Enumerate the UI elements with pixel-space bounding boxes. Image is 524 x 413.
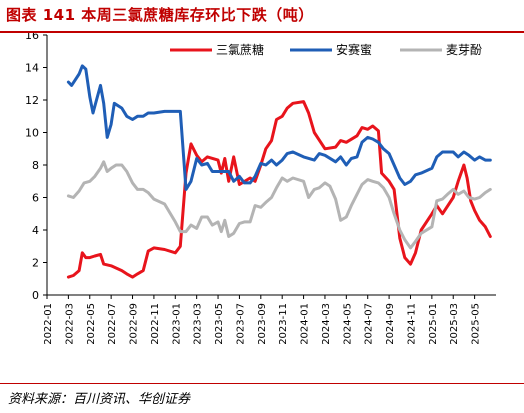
legend-label-3: 麦芽酚 [446, 43, 482, 57]
x-tick-label: 2024-09 [385, 303, 396, 345]
y-tick-label: 0 [32, 289, 39, 302]
series-line-1 [66, 100, 492, 279]
x-tick-label: 2022-03 [64, 303, 75, 345]
series-group [66, 64, 492, 279]
y-tick-label: 16 [25, 33, 39, 42]
series-line-3 [66, 160, 492, 250]
source-note: 资料来源：百川资讯、华创证券 [8, 392, 191, 407]
legend-label-1: 三氯蔗糖 [216, 42, 264, 57]
x-tick-label: 2024-11 [406, 303, 417, 345]
x-tick-label: 2023-09 [257, 303, 268, 345]
chart-title: 图表 141 本周三氯蔗糖库存环比下跌（吨） [6, 6, 314, 24]
y-tick-label: 14 [25, 62, 39, 75]
title-rule [0, 31, 524, 33]
y-tick-label: 4 [32, 224, 39, 237]
source-rule [0, 383, 524, 384]
axes: 0 2 4 6 8 10 12 14 16 2022-01 2022-03 2022-05 2022-0… [25, 33, 496, 345]
x-tick-label: 2022-05 [86, 303, 97, 345]
x-tick-label: 2025-05 [471, 303, 482, 345]
x-tick-label: 2023-07 [235, 303, 246, 345]
y-tick-label: 6 [32, 192, 39, 205]
x-tick-label: 2023-11 [278, 303, 289, 345]
legend-label-2: 安赛蜜 [336, 42, 372, 57]
x-tick-label: 2024-01 [300, 303, 311, 345]
series-line-2 [66, 64, 492, 191]
x-tick-label: 2024-03 [321, 303, 332, 345]
x-tick-label: 2024-07 [364, 303, 375, 345]
x-tick-label: 2022-09 [129, 303, 140, 345]
legend: 三氯蔗糖 安赛蜜 麦芽酚 [170, 42, 482, 57]
y-tick-label: 2 [32, 257, 39, 270]
x-tick-label: 2022-01 [43, 303, 54, 345]
line-chart: 三氯蔗糖 安赛蜜 麦芽酚 0 2 4 6 8 10 12 14 16 2022-01 2022-03 20… [25, 33, 496, 345]
x-tick-label: 2025-03 [449, 303, 460, 345]
x-tick-label: 2025-01 [428, 303, 439, 345]
x-tick-label: 2024-05 [342, 303, 353, 345]
y-tick-label: 8 [32, 159, 39, 172]
x-tick-label: 2022-11 [150, 303, 161, 345]
x-tick-label: 2022-07 [107, 303, 118, 345]
x-tick-label: 2023-03 [193, 303, 204, 345]
y-tick-label: 12 [25, 94, 39, 107]
y-tick-label: 10 [25, 127, 39, 140]
x-tick-label: 2023-05 [214, 303, 225, 345]
x-tick-label: 2023-01 [171, 303, 182, 345]
